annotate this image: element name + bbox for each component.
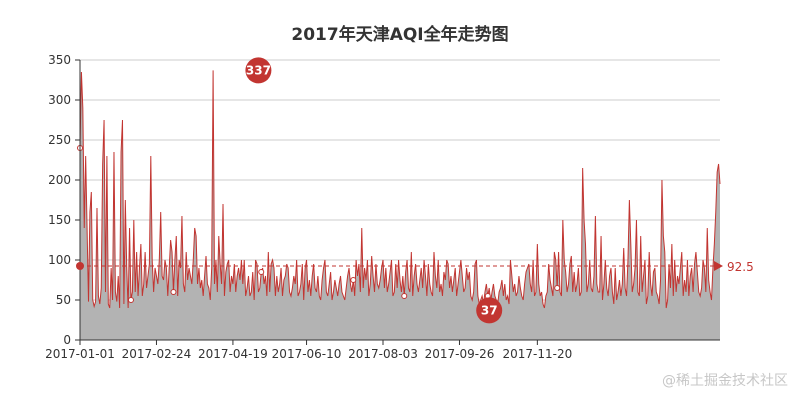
mark-point-label: 337 [246, 63, 271, 77]
average-line-label: 92.5 [727, 260, 754, 274]
mark-point-pin [245, 57, 272, 84]
y-tick-label: 0 [63, 333, 71, 347]
data-point [401, 293, 408, 299]
y-tick-label: 50 [56, 293, 71, 307]
y-tick-label: 250 [48, 133, 71, 147]
data-point [170, 289, 177, 295]
mark-point-label: 37 [481, 303, 498, 317]
watermark: @稀土掘金技术社区 [662, 373, 788, 389]
y-tick-label: 300 [48, 93, 71, 107]
x-tick-label: 2017-11-20 [502, 347, 572, 361]
y-tick-label: 350 [48, 53, 71, 67]
data-point [554, 285, 561, 291]
chart-title: 2017年天津AQI全年走势图 [291, 25, 509, 45]
x-tick-label: 2017-06-10 [272, 347, 342, 361]
y-tick-label: 150 [48, 213, 71, 227]
y-tick-label: 200 [48, 173, 71, 187]
mark-point-pin [476, 297, 503, 324]
data-point [258, 269, 265, 275]
data-point [127, 297, 134, 303]
data-point [350, 277, 357, 283]
average-line-arrow [714, 261, 723, 271]
x-tick-label: 2017-09-26 [425, 347, 495, 361]
y-tick-label: 100 [48, 253, 71, 267]
x-tick-label: 2017-08-03 [348, 347, 418, 361]
average-line-start [76, 262, 84, 270]
x-tick-label: 2017-04-19 [198, 347, 268, 361]
series-line [79, 70, 721, 309]
x-tick-label: 2017-01-01 [45, 347, 115, 361]
series-area [80, 70, 720, 341]
x-tick-label: 2017-02-24 [122, 347, 192, 361]
